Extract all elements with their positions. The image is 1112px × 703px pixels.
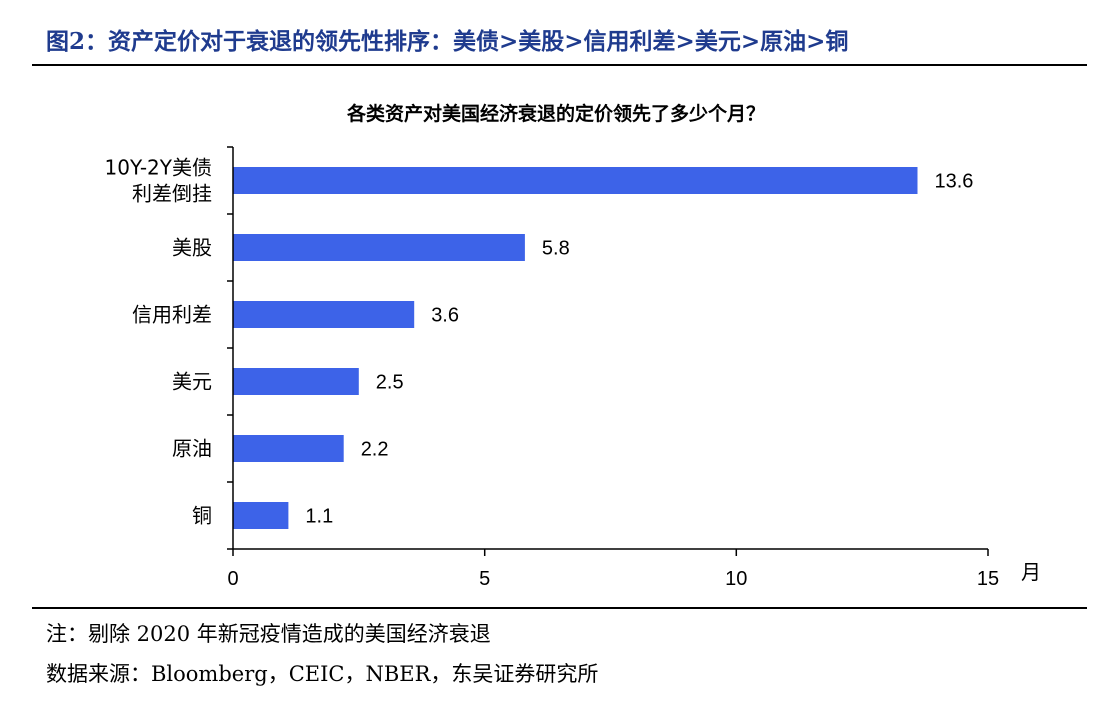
bar-2 [233,301,415,328]
top-rule [32,64,1087,66]
chart-title: 各类资产对美国经济衰退的定价领先了多少个月？ [346,102,765,125]
bars-group [233,167,918,529]
category-label-3: 美元 [172,370,212,394]
x-tick-label-0: 0 [227,568,238,590]
value-label-5: 1.1 [305,506,333,528]
x-tick-label-2: 10 [725,568,747,590]
bar-3 [233,368,359,395]
category-label-2: 信用利差 [132,303,212,327]
footnote: 注：剔除 2020 年新冠疫情造成的美国经济衰退 [46,622,491,646]
source-note: 数据来源：Bloomberg，CEIC，NBER，东吴证券研究所 [46,662,599,686]
category-label-0-1: 利差倒挂 [132,182,212,206]
bar-1 [233,234,525,261]
category-label-4: 原油 [172,437,212,461]
category-label-1: 美股 [172,236,212,260]
category-label-0-0: 10Y-2Y美债 [105,156,212,180]
x-tick-label-3: 15 [977,568,999,590]
x-unit-label: 月 [1021,560,1041,584]
bar-5 [233,502,289,529]
value-label-2: 3.6 [431,305,459,327]
x-tick-label-1: 5 [479,568,490,590]
figure-title: 图2：资产定价对于衰退的领先性排序：美债>美股>信用利差>美元>原油>铜 [46,28,849,55]
bottom-rule [32,607,1087,609]
value-label-4: 2.2 [361,439,389,461]
bar-4 [233,435,344,462]
category-label-5: 铜 [192,504,212,528]
value-label-3: 2.5 [376,372,404,394]
value-label-0: 13.6 [935,171,974,193]
value-label-1: 5.8 [542,238,570,260]
axes-group [227,146,989,556]
bar-0 [233,167,918,194]
